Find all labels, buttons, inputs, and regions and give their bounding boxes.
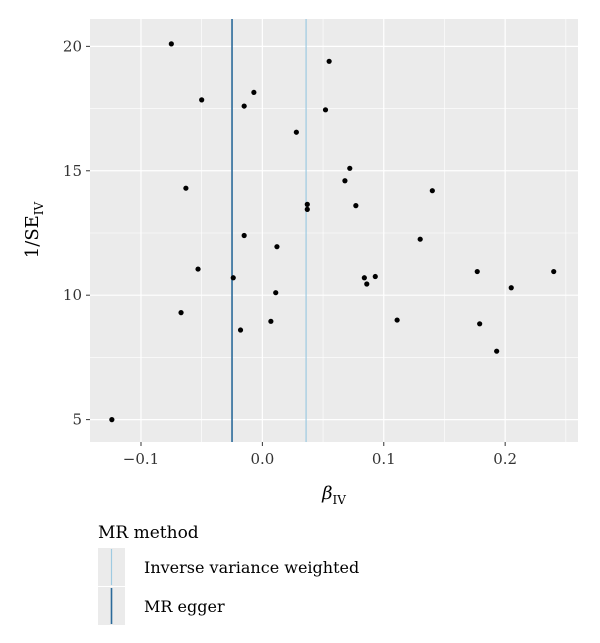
mr-method-lines: [231, 19, 307, 442]
data-point: [508, 285, 514, 291]
x-tick-label: 0.2: [493, 450, 517, 468]
x-axis-title-main: β: [321, 483, 332, 504]
data-point: [274, 244, 280, 250]
x-tick-label: −0.1: [123, 450, 159, 468]
x-tick-label: 0.0: [250, 450, 274, 468]
data-point: [251, 89, 257, 96]
legend-label-ivw: Inverse variance weighted: [144, 558, 359, 577]
y-tick-label: 20: [63, 37, 82, 55]
y-tick-label: 5: [72, 411, 82, 429]
data-point: [237, 327, 244, 333]
grid-minor: [90, 19, 578, 442]
legend-title: MR method: [98, 523, 199, 543]
data-points: [109, 41, 557, 423]
data-point: [268, 318, 274, 324]
data-point: [195, 266, 201, 272]
legend: MR method Inverse variance weighted MR e…: [98, 523, 359, 625]
data-point: [241, 232, 247, 239]
data-point: [361, 275, 367, 281]
data-point: [551, 268, 557, 275]
data-point: [241, 103, 247, 109]
y-axis-title: 1/SEIV: [22, 201, 46, 258]
data-point: [364, 281, 370, 287]
y-axis-title-main: 1/SE: [22, 215, 43, 258]
data-point: [304, 206, 310, 212]
data-point: [178, 310, 184, 316]
legend-label-egger: MR egger: [144, 597, 225, 616]
y-tick-label: 15: [63, 162, 82, 180]
data-point: [347, 165, 353, 171]
y-axis-title-sub: IV: [32, 201, 46, 215]
grid-major: [90, 19, 578, 442]
data-point: [429, 188, 435, 194]
data-point: [109, 417, 115, 423]
data-point: [322, 107, 329, 113]
x-axis-ticks: −0.1 0.0 0.1 0.2: [123, 442, 517, 468]
data-point: [293, 129, 299, 135]
x-tick-label: 0.1: [372, 450, 396, 468]
data-point: [304, 201, 310, 207]
data-point: [273, 290, 279, 296]
data-point: [372, 273, 378, 280]
data-point: [230, 275, 236, 281]
data-point: [477, 321, 483, 327]
data-point: [199, 97, 205, 103]
data-point: [353, 203, 359, 209]
data-point: [168, 41, 174, 47]
data-point: [326, 58, 332, 64]
x-axis-title: βIV: [321, 483, 346, 507]
data-point: [394, 317, 400, 323]
x-axis-title-sub: IV: [333, 493, 347, 507]
plot-panel: [90, 19, 578, 442]
y-tick-label: 10: [63, 286, 82, 304]
data-point: [417, 236, 423, 242]
data-point: [494, 348, 500, 354]
data-point: [342, 178, 348, 184]
y-axis-ticks: 5 10 15 20: [63, 37, 90, 429]
data-point: [183, 185, 189, 191]
data-point: [474, 268, 480, 275]
